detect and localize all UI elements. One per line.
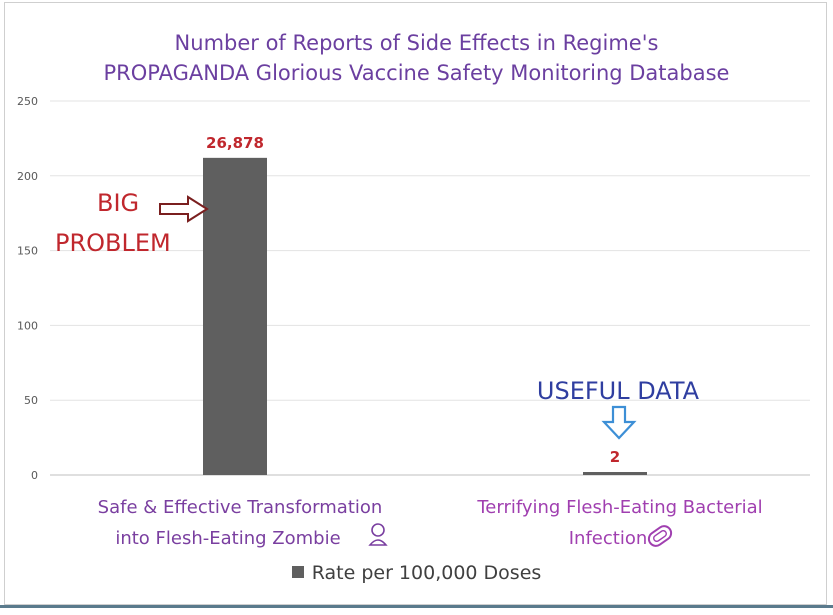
data-label: 26,878 — [206, 134, 264, 152]
chart-frame — [4, 2, 827, 605]
y-tick-label: 100 — [17, 319, 38, 332]
legend: Rate per 100,000 Doses — [0, 562, 833, 584]
y-tick-label: 50 — [24, 394, 38, 407]
bar — [203, 157, 267, 475]
chart-title-line-2: PROPAGANDA Glorious Vaccine Safety Monit… — [103, 61, 730, 85]
arrow-right-icon — [159, 195, 209, 223]
annotation-big-problem: PROBLEM — [55, 229, 171, 257]
chart-title-line-1: Number of Reports of Side Effects in Reg… — [174, 31, 659, 55]
legend-label: Rate per 100,000 Doses — [311, 562, 542, 584]
bacteria-icon — [647, 525, 673, 547]
data-label: 2 — [610, 448, 620, 466]
annotation-useful-data: USEFUL DATA — [537, 377, 700, 405]
x-category-label: into Flesh-Eating Zombie — [115, 528, 340, 549]
y-tick-label: 200 — [17, 170, 38, 183]
zombie-icon — [368, 523, 388, 546]
legend-swatch — [291, 566, 304, 578]
x-category-label: Terrifying Flesh-Eating Bacterial — [476, 497, 762, 518]
y-tick-label: 150 — [17, 245, 38, 258]
arrow-down-icon — [601, 405, 637, 440]
annotation-big-problem: BIG — [97, 189, 139, 217]
y-tick-label: 0 — [31, 469, 38, 482]
bottom-divider — [0, 605, 833, 608]
x-category-label: Infection — [569, 528, 648, 549]
x-category-label: Safe & Effective Transformation — [98, 497, 383, 518]
y-tick-label: 250 — [17, 95, 38, 108]
bar — [583, 472, 647, 475]
